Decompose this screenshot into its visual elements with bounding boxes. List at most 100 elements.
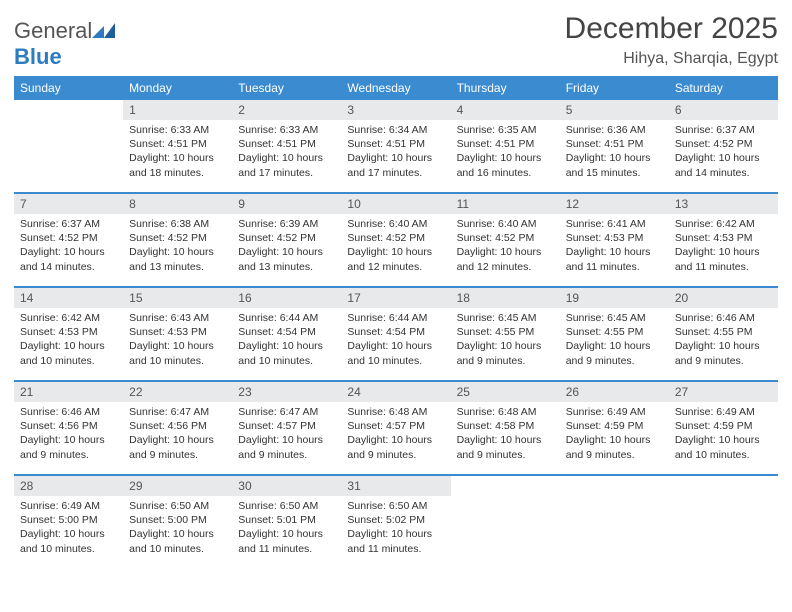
calendar-cell: 16Sunrise: 6:44 AMSunset: 4:54 PMDayligh… (232, 287, 341, 381)
calendar-cell: 8Sunrise: 6:38 AMSunset: 4:52 PMDaylight… (123, 193, 232, 287)
calendar-cell (14, 100, 123, 193)
calendar-cell: 5Sunrise: 6:36 AMSunset: 4:51 PMDaylight… (560, 100, 669, 193)
day-number: 27 (669, 382, 778, 402)
day-details: Sunrise: 6:50 AMSunset: 5:00 PMDaylight:… (123, 496, 232, 556)
day-details: Sunrise: 6:50 AMSunset: 5:01 PMDaylight:… (232, 496, 341, 556)
calendar-cell: 10Sunrise: 6:40 AMSunset: 4:52 PMDayligh… (341, 193, 450, 287)
day-details: Sunrise: 6:50 AMSunset: 5:02 PMDaylight:… (341, 496, 450, 556)
calendar-cell: 9Sunrise: 6:39 AMSunset: 4:52 PMDaylight… (232, 193, 341, 287)
day-details: Sunrise: 6:46 AMSunset: 4:55 PMDaylight:… (669, 308, 778, 368)
logo-text: GeneralBlue (14, 18, 118, 70)
calendar-cell (560, 475, 669, 568)
day-details: Sunrise: 6:39 AMSunset: 4:52 PMDaylight:… (232, 214, 341, 274)
day-details: Sunrise: 6:45 AMSunset: 4:55 PMDaylight:… (451, 308, 560, 368)
day-number: 5 (560, 100, 669, 120)
calendar-cell: 11Sunrise: 6:40 AMSunset: 4:52 PMDayligh… (451, 193, 560, 287)
calendar-cell: 2Sunrise: 6:33 AMSunset: 4:51 PMDaylight… (232, 100, 341, 193)
day-number: 23 (232, 382, 341, 402)
day-details: Sunrise: 6:47 AMSunset: 4:56 PMDaylight:… (123, 402, 232, 462)
day-details: Sunrise: 6:48 AMSunset: 4:57 PMDaylight:… (341, 402, 450, 462)
col-header: Friday (560, 76, 669, 100)
header: GeneralBlue December 2025 Hihya, Sharqia… (14, 12, 778, 76)
day-details: Sunrise: 6:38 AMSunset: 4:52 PMDaylight:… (123, 214, 232, 274)
calendar-cell: 22Sunrise: 6:47 AMSunset: 4:56 PMDayligh… (123, 381, 232, 475)
day-number: 6 (669, 100, 778, 120)
day-details: Sunrise: 6:49 AMSunset: 4:59 PMDaylight:… (560, 402, 669, 462)
day-number: 29 (123, 476, 232, 496)
day-number: 21 (14, 382, 123, 402)
col-header: Wednesday (341, 76, 450, 100)
calendar-cell: 26Sunrise: 6:49 AMSunset: 4:59 PMDayligh… (560, 381, 669, 475)
calendar-cell (451, 475, 560, 568)
day-details: Sunrise: 6:48 AMSunset: 4:58 PMDaylight:… (451, 402, 560, 462)
calendar-cell: 25Sunrise: 6:48 AMSunset: 4:58 PMDayligh… (451, 381, 560, 475)
day-number: 13 (669, 194, 778, 214)
calendar-cell: 4Sunrise: 6:35 AMSunset: 4:51 PMDaylight… (451, 100, 560, 193)
calendar-cell: 29Sunrise: 6:50 AMSunset: 5:00 PMDayligh… (123, 475, 232, 568)
calendar-cell: 19Sunrise: 6:45 AMSunset: 4:55 PMDayligh… (560, 287, 669, 381)
calendar-cell: 28Sunrise: 6:49 AMSunset: 5:00 PMDayligh… (14, 475, 123, 568)
day-details: Sunrise: 6:44 AMSunset: 4:54 PMDaylight:… (232, 308, 341, 368)
day-number: 4 (451, 100, 560, 120)
col-header: Sunday (14, 76, 123, 100)
calendar-cell: 18Sunrise: 6:45 AMSunset: 4:55 PMDayligh… (451, 287, 560, 381)
calendar-cell: 1Sunrise: 6:33 AMSunset: 4:51 PMDaylight… (123, 100, 232, 193)
day-details: Sunrise: 6:34 AMSunset: 4:51 PMDaylight:… (341, 120, 450, 180)
day-details: Sunrise: 6:46 AMSunset: 4:56 PMDaylight:… (14, 402, 123, 462)
calendar-cell: 24Sunrise: 6:48 AMSunset: 4:57 PMDayligh… (341, 381, 450, 475)
day-details: Sunrise: 6:45 AMSunset: 4:55 PMDaylight:… (560, 308, 669, 368)
day-number: 24 (341, 382, 450, 402)
day-number: 17 (341, 288, 450, 308)
day-number: 7 (14, 194, 123, 214)
col-header: Thursday (451, 76, 560, 100)
calendar-table: SundayMondayTuesdayWednesdayThursdayFrid… (14, 76, 778, 568)
day-number: 22 (123, 382, 232, 402)
day-details: Sunrise: 6:47 AMSunset: 4:57 PMDaylight:… (232, 402, 341, 462)
calendar-cell (669, 475, 778, 568)
day-number: 19 (560, 288, 669, 308)
calendar-cell: 20Sunrise: 6:46 AMSunset: 4:55 PMDayligh… (669, 287, 778, 381)
calendar-cell: 12Sunrise: 6:41 AMSunset: 4:53 PMDayligh… (560, 193, 669, 287)
calendar-cell: 15Sunrise: 6:43 AMSunset: 4:53 PMDayligh… (123, 287, 232, 381)
day-number: 1 (123, 100, 232, 120)
calendar-cell: 17Sunrise: 6:44 AMSunset: 4:54 PMDayligh… (341, 287, 450, 381)
col-header: Tuesday (232, 76, 341, 100)
day-number: 9 (232, 194, 341, 214)
calendar-cell: 23Sunrise: 6:47 AMSunset: 4:57 PMDayligh… (232, 381, 341, 475)
calendar-cell: 21Sunrise: 6:46 AMSunset: 4:56 PMDayligh… (14, 381, 123, 475)
calendar-cell: 30Sunrise: 6:50 AMSunset: 5:01 PMDayligh… (232, 475, 341, 568)
day-details: Sunrise: 6:37 AMSunset: 4:52 PMDaylight:… (14, 214, 123, 274)
day-details: Sunrise: 6:41 AMSunset: 4:53 PMDaylight:… (560, 214, 669, 274)
day-details: Sunrise: 6:35 AMSunset: 4:51 PMDaylight:… (451, 120, 560, 180)
logo: GeneralBlue (14, 18, 118, 70)
day-number: 12 (560, 194, 669, 214)
day-details: Sunrise: 6:42 AMSunset: 4:53 PMDaylight:… (14, 308, 123, 368)
day-number: 14 (14, 288, 123, 308)
day-details: Sunrise: 6:33 AMSunset: 4:51 PMDaylight:… (232, 120, 341, 180)
logo-mark-icon (92, 18, 118, 43)
calendar-cell: 13Sunrise: 6:42 AMSunset: 4:53 PMDayligh… (669, 193, 778, 287)
day-number: 31 (341, 476, 450, 496)
page-title: December 2025 (565, 12, 778, 46)
calendar-cell: 3Sunrise: 6:34 AMSunset: 4:51 PMDaylight… (341, 100, 450, 193)
day-details: Sunrise: 6:40 AMSunset: 4:52 PMDaylight:… (341, 214, 450, 274)
day-details: Sunrise: 6:36 AMSunset: 4:51 PMDaylight:… (560, 120, 669, 180)
calendar-cell: 31Sunrise: 6:50 AMSunset: 5:02 PMDayligh… (341, 475, 450, 568)
calendar-cell: 27Sunrise: 6:49 AMSunset: 4:59 PMDayligh… (669, 381, 778, 475)
calendar-cell: 6Sunrise: 6:37 AMSunset: 4:52 PMDaylight… (669, 100, 778, 193)
day-number: 8 (123, 194, 232, 214)
day-number: 15 (123, 288, 232, 308)
day-details: Sunrise: 6:49 AMSunset: 4:59 PMDaylight:… (669, 402, 778, 462)
day-number: 11 (451, 194, 560, 214)
day-details: Sunrise: 6:33 AMSunset: 4:51 PMDaylight:… (123, 120, 232, 180)
day-details: Sunrise: 6:42 AMSunset: 4:53 PMDaylight:… (669, 214, 778, 274)
day-details: Sunrise: 6:49 AMSunset: 5:00 PMDaylight:… (14, 496, 123, 556)
day-details: Sunrise: 6:43 AMSunset: 4:53 PMDaylight:… (123, 308, 232, 368)
day-details: Sunrise: 6:44 AMSunset: 4:54 PMDaylight:… (341, 308, 450, 368)
day-number: 25 (451, 382, 560, 402)
day-number: 3 (341, 100, 450, 120)
col-header: Monday (123, 76, 232, 100)
day-number: 20 (669, 288, 778, 308)
day-number: 16 (232, 288, 341, 308)
calendar-cell: 14Sunrise: 6:42 AMSunset: 4:53 PMDayligh… (14, 287, 123, 381)
